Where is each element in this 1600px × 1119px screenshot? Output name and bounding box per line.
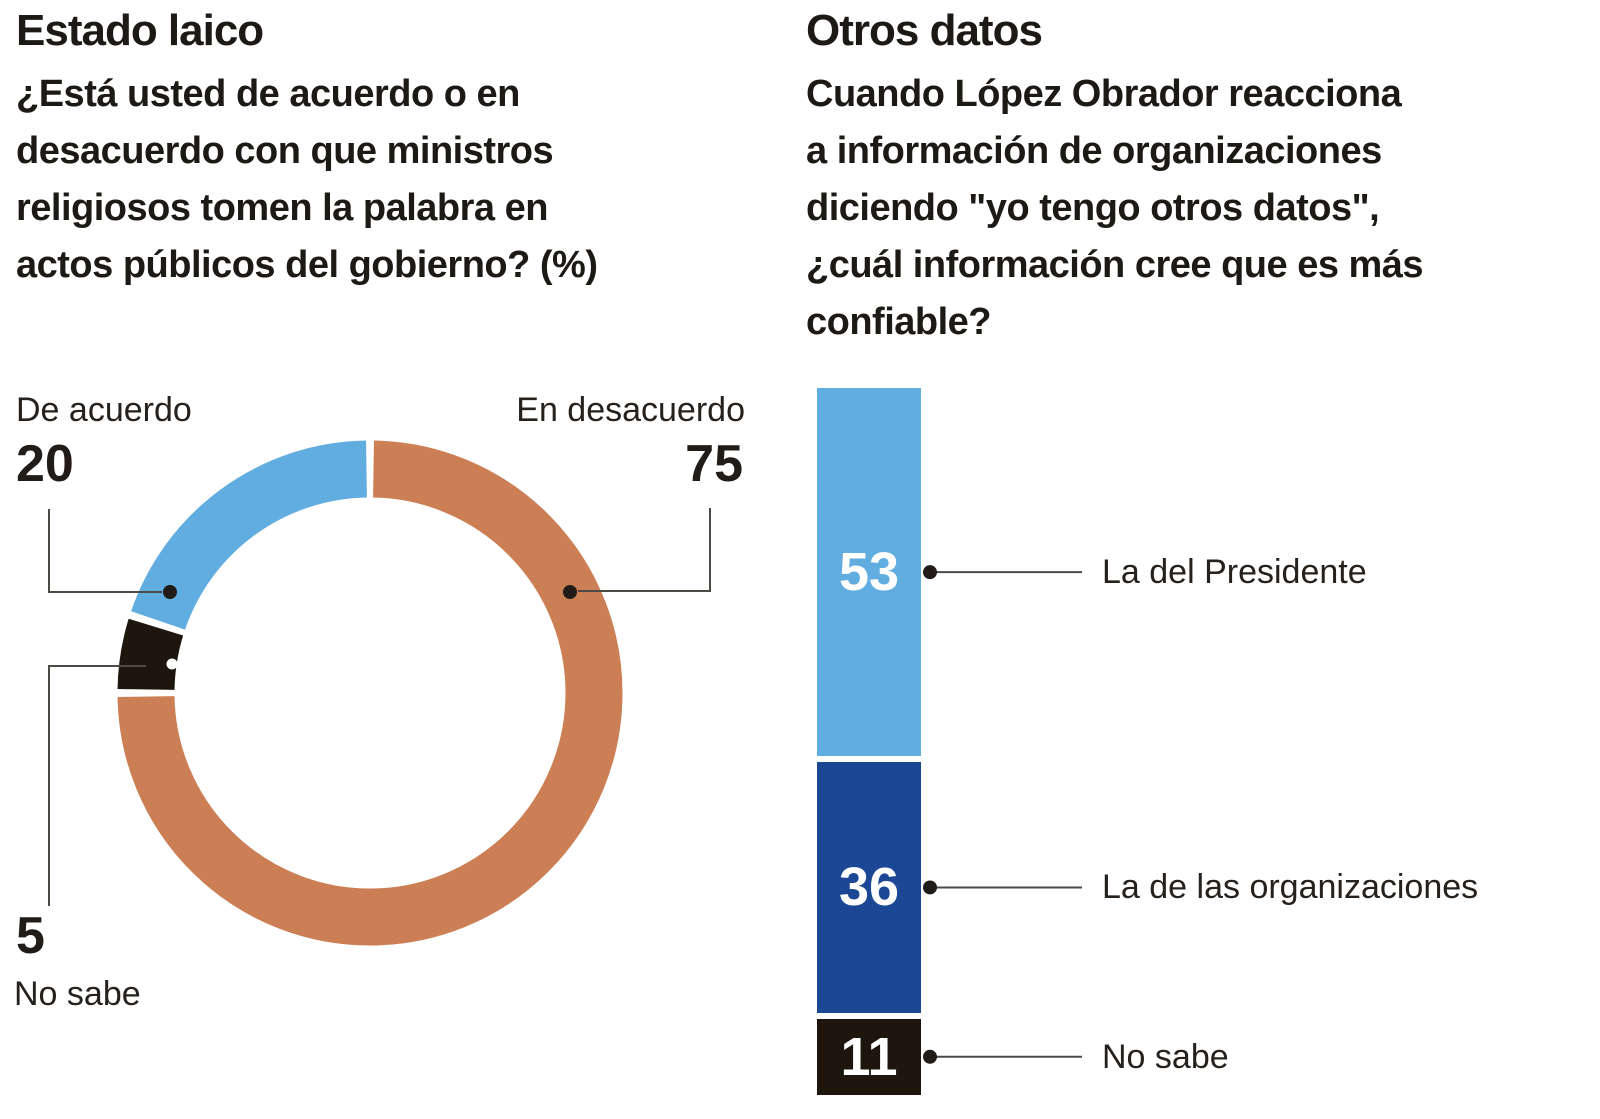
leader-line-no-sabe <box>48 665 146 906</box>
bar-value-la-del-presidente: 53 <box>838 542 900 603</box>
right-chart-title: Otros datos <box>806 6 1043 55</box>
right-chart-question: Cuando López Obrador reacciona a informa… <box>806 73 1424 343</box>
bar-segment-no-sabe <box>817 1018 921 1095</box>
donut-value-de-acuerdo: 20 <box>16 435 74 493</box>
leader-line-en-desacuerdo <box>578 508 711 592</box>
leader-line-de-acuerdo <box>48 509 162 593</box>
donut-label-no-sabe: No sabe <box>14 975 141 1013</box>
bar-label-la-del-presidente: La del Presidente <box>1102 553 1367 592</box>
bar-segment-la-del-presidente <box>817 388 921 757</box>
donut-label-de-acuerdo: De acuerdo <box>16 391 192 429</box>
donut-value-en-desacuerdo: 75 <box>685 435 743 493</box>
left-chart-title: Estado laico <box>16 6 264 55</box>
donut-leader-lines <box>48 508 711 906</box>
donut-value-no-sabe: 5 <box>16 907 45 965</box>
leader-dot-no-sabe-white <box>166 658 178 670</box>
donut-slice-en-desacuerdo <box>117 440 623 946</box>
bar-leader-lines <box>923 565 1082 1064</box>
bar-value-la-de-las-organizaciones: 36 <box>838 857 900 918</box>
donut-slice-de-acuerdo <box>131 440 368 631</box>
left-chart-question: ¿Está usted de acuerdo o en desacuerdo c… <box>16 73 598 286</box>
bar-leader-dot-la-del-presidente <box>923 565 937 580</box>
bar-leader-dot-la-de-las-organizaciones <box>923 880 937 895</box>
bar-value-no-sabe: 11 <box>840 1026 898 1087</box>
leader-dot-en-desacuerdo <box>563 585 577 599</box>
bar-label-la-de-las-organizaciones: La de las organizaciones <box>1102 868 1479 907</box>
donut-chart <box>117 440 623 946</box>
leader-dot-de-acuerdo <box>163 585 177 599</box>
bar-label-no-sabe: No sabe <box>1102 1037 1229 1076</box>
donut-label-en-desacuerdo: En desacuerdo <box>516 391 745 429</box>
donut-slice-no-sabe <box>117 618 184 691</box>
bar-segment-la-de-las-organizaciones <box>817 762 921 1013</box>
bar-leader-dot-no-sabe <box>923 1049 937 1064</box>
